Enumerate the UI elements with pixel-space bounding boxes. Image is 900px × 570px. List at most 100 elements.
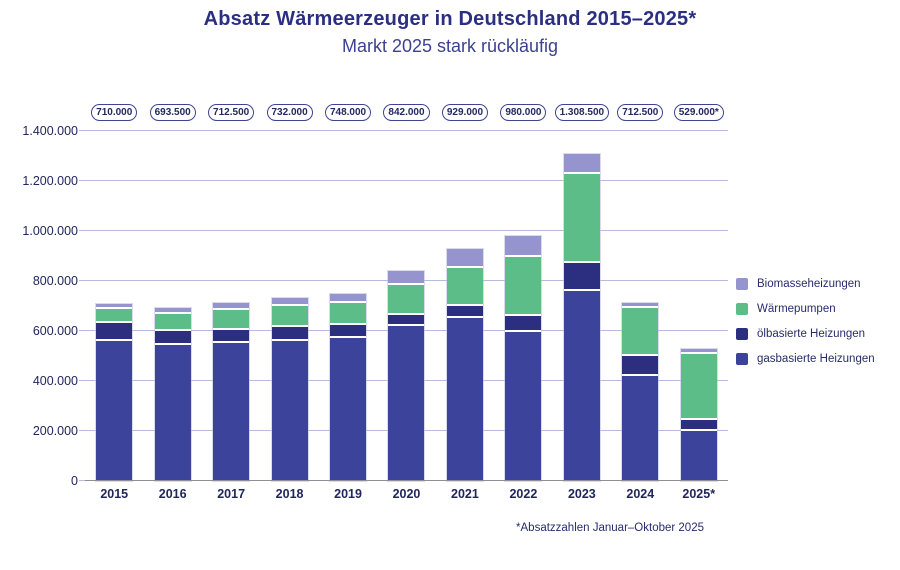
- y-axis-tick: [79, 430, 85, 431]
- totals-pill-row: 710.000 693.500 712.500 732.000 748.000 842.0…: [85, 102, 728, 122]
- bar-segment: [271, 340, 308, 481]
- x-axis-label: 2016: [158, 487, 187, 501]
- stacked-bar-2016: [154, 307, 191, 481]
- y-axis-tick-label: 1.200.000: [22, 174, 78, 188]
- gridline: [85, 230, 728, 231]
- y-axis-labels: 1.400.000 1.200.000 1.000.000 800.000 600.00…: [0, 125, 78, 487]
- stacked-bar-2024: [622, 302, 659, 481]
- bar-segment: [271, 306, 308, 328]
- y-axis-tick-label: 600.000: [32, 324, 78, 338]
- pill-cell: 732.000: [260, 103, 318, 121]
- bar-column-2018: [260, 131, 318, 481]
- total-pill: 710.000: [91, 103, 138, 121]
- bar-column-2024: [611, 131, 669, 481]
- stacked-bar-2017: [213, 302, 250, 481]
- total-pill: 842.000: [383, 103, 430, 121]
- x-axis-label: 2017: [217, 487, 246, 501]
- bar-segment: [154, 345, 191, 481]
- gridline: [85, 180, 728, 181]
- y-axis-tick: [79, 230, 85, 231]
- bar-segment: [154, 314, 191, 331]
- chart-subtitle: Markt 2025 stark rückläufig: [341, 36, 559, 56]
- bar-segment: [388, 285, 425, 316]
- bar-segment: [563, 263, 600, 292]
- legend-swatch-icon: [736, 303, 748, 315]
- y-axis-tick: [79, 130, 85, 131]
- y-axis-tick: [79, 380, 85, 381]
- pill-cell: 1.308.500: [553, 103, 611, 121]
- bar-segment: [388, 270, 425, 286]
- bar-segment: [330, 337, 367, 481]
- bar-segment: [271, 327, 308, 341]
- bar-segment: [563, 291, 600, 481]
- pill-cell: 929.000: [436, 103, 494, 121]
- y-axis-tick: [79, 330, 85, 331]
- bar-column-2017: [202, 131, 260, 481]
- bar-segment: [622, 302, 659, 308]
- bar-segment: [213, 302, 250, 311]
- legend-label: ölbasierte Heizungen: [757, 328, 866, 340]
- bar-segment: [330, 294, 367, 304]
- bar-segment: [154, 331, 191, 346]
- y-axis-tick-label: 200.000: [32, 424, 78, 438]
- bar-column-2021: [436, 131, 494, 481]
- stacked-bar-2022: [505, 236, 542, 481]
- bar-segment: [96, 308, 133, 323]
- x-axis-label: 2015: [100, 487, 129, 501]
- x-axis-label: 2020: [392, 487, 421, 501]
- y-axis-tick-label: 1.000.000: [22, 224, 78, 238]
- total-pill: 693.500: [149, 103, 196, 121]
- bar-column-2020: [377, 131, 435, 481]
- bar-segment: [96, 323, 133, 341]
- legend-swatch-icon: [736, 328, 748, 340]
- bar-segment: [446, 267, 483, 307]
- total-pill: 529.000*: [673, 103, 724, 121]
- legend-label: Wärmepumpen: [757, 303, 836, 315]
- legend-item: Wärmepumpen: [736, 303, 875, 315]
- y-axis-tick: [79, 180, 85, 181]
- bar-segment: [563, 153, 600, 175]
- legend-item: gasbasierte Heizungen: [736, 353, 875, 365]
- bar-segment: [330, 303, 367, 325]
- bar-segment: [680, 348, 717, 354]
- stacked-bar-2018: [271, 298, 308, 481]
- x-axis-label: 2019: [334, 487, 362, 501]
- stacked-bar-2020: [388, 270, 425, 481]
- x-axis-label: 2018: [275, 487, 304, 501]
- total-pill: 929.000: [441, 103, 489, 121]
- bar-segment: [154, 307, 191, 315]
- bar-column-2015: [85, 131, 143, 481]
- bar-segment: [271, 298, 308, 307]
- total-pill: 712.500: [617, 103, 664, 121]
- y-axis-tick-label: 1.400.000: [22, 124, 78, 138]
- bar-segment: [505, 257, 542, 316]
- y-axis-tick-label: 0: [71, 474, 78, 488]
- pill-cell: 980.000: [494, 103, 552, 121]
- bar-segment: [96, 303, 133, 309]
- chart-title: Absatz Wärmeerzeuger in Deutschland 2015…: [203, 8, 697, 30]
- legend: Biomasseheizungen Wärmepumpen ölbasierte H…: [736, 278, 875, 378]
- total-pill: 732.000: [266, 103, 313, 121]
- pill-cell: 748.000: [319, 103, 377, 121]
- pill-cell: 529.000*: [670, 103, 728, 121]
- legend-label: gasbasierte Heizungen: [757, 353, 875, 365]
- pill-cell: 693.500: [143, 103, 201, 121]
- total-pill: 748.000: [324, 103, 372, 121]
- legend-swatch-icon: [736, 278, 748, 290]
- pill-cell: 710.000: [85, 103, 143, 121]
- bar-segment: [680, 431, 717, 481]
- legend-item: Biomasseheizungen: [736, 278, 875, 290]
- bar-segment: [622, 307, 659, 356]
- x-axis-label: 2024: [626, 487, 655, 501]
- bar-segment: [446, 248, 483, 268]
- x-axis-label: 2023: [567, 487, 596, 501]
- bar-segment: [505, 236, 542, 257]
- bar-segment: [622, 356, 659, 377]
- stacked-bar-2019: [330, 294, 367, 481]
- bar-segment: [446, 317, 483, 481]
- bar-column-2023: [553, 131, 611, 481]
- bar-segment: [213, 310, 250, 330]
- stacked-bar-2021: [446, 248, 483, 481]
- legend-item: ölbasierte Heizungen: [736, 328, 875, 340]
- bar-segment: [213, 343, 250, 481]
